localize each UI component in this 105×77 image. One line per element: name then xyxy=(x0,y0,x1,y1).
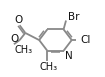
Text: CH₃: CH₃ xyxy=(39,62,57,72)
Text: CH₃: CH₃ xyxy=(14,45,32,55)
Text: O: O xyxy=(11,34,19,45)
Text: O: O xyxy=(15,15,23,25)
Text: Cl: Cl xyxy=(81,35,91,45)
Text: Br: Br xyxy=(68,12,79,22)
Text: N: N xyxy=(65,51,73,61)
